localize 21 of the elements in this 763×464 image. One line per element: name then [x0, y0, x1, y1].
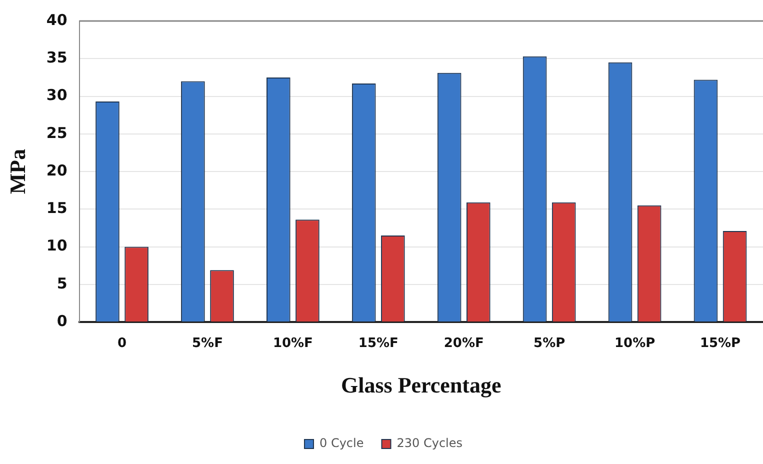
y-tick-label: 30: [46, 86, 68, 104]
x-tick-label: 15%P: [700, 336, 741, 352]
y-tick-label: 35: [46, 48, 68, 67]
y-tick-label: 15: [46, 199, 68, 218]
x-tick-label: 20%F: [444, 336, 484, 352]
x-tick-label: 0: [117, 336, 127, 352]
y-tick-label: 0: [56, 312, 68, 330]
x-tick-label: 5%F: [192, 336, 223, 352]
y-tick-label: 25: [46, 124, 68, 142]
y-tick-label: 10: [46, 236, 68, 255]
y-tick-label: 40: [46, 10, 68, 29]
y-tick-label: 5: [56, 274, 68, 292]
legend-label: 230 Cycles: [396, 436, 463, 450]
x-tick-label: 15%F: [358, 336, 398, 352]
x-tick-label: 10%F: [272, 336, 313, 352]
legend-label: 0 Cycle: [319, 436, 364, 450]
y-tick-label: 20: [46, 161, 68, 180]
y-axis-title: MPa: [4, 148, 30, 194]
x-axis-title: Glass Percentage: [340, 372, 502, 398]
x-tick-label: 5%P: [534, 336, 566, 352]
x-tick-label: 10%P: [614, 336, 656, 352]
